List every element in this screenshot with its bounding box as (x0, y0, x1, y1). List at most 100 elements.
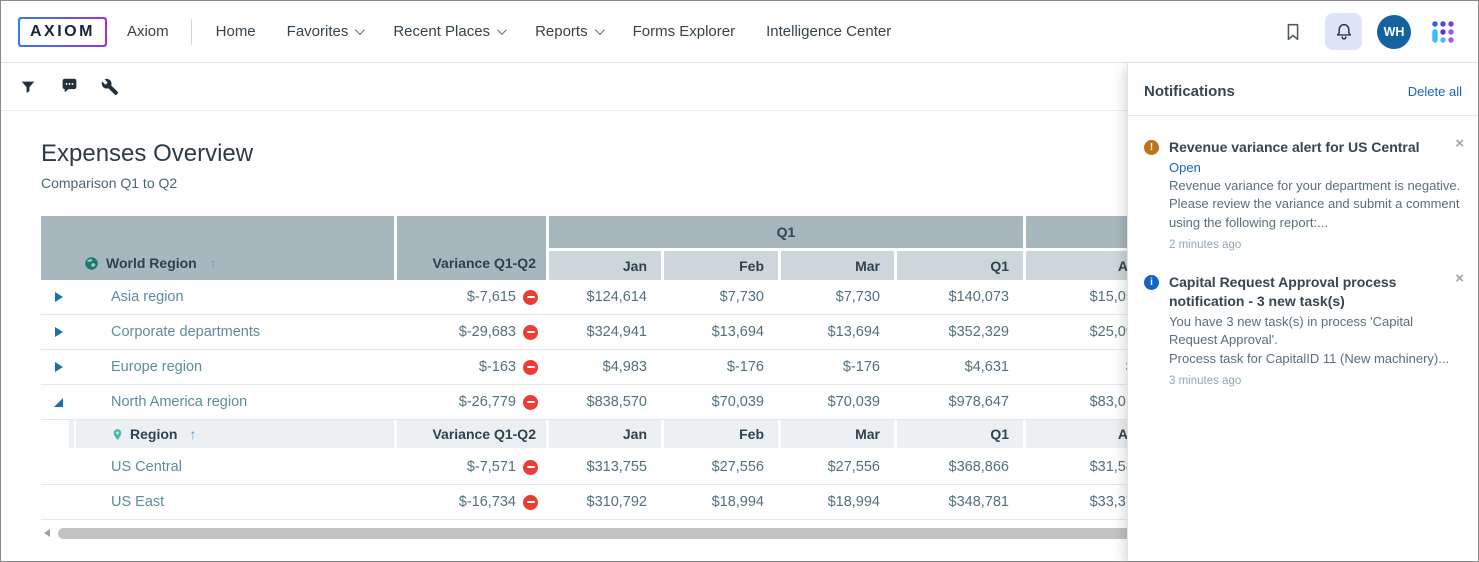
column-header-mar[interactable]: Mar (778, 420, 894, 450)
cell-q1: $4,631 (964, 359, 1009, 375)
notification-item[interactable]: ! Revenue variance alert for US Central … (1128, 116, 1478, 251)
notification-body: Revenue variance for your department is … (1169, 177, 1461, 230)
nested-table-header: Region ↑ Variance Q1-Q2 Jan Feb Mar Q1 A… (41, 420, 1156, 450)
table-row: Europe region $-163 $4,983 $-176 $-176 $… (41, 350, 1156, 385)
column-header-q1[interactable]: Q1 (894, 248, 1023, 280)
table-row: Asia region $-7,615 $124,614 $7,730 $7,7… (41, 280, 1156, 315)
region-link[interactable]: Europe region (111, 359, 203, 375)
table-header: World Region ↑ Variance Q1-Q2 Q1 Jan Feb… (41, 216, 1156, 280)
horizontal-scrollbar (41, 528, 1478, 539)
region-link[interactable]: North America region (111, 394, 248, 410)
cell-jan: $313,755 (586, 459, 647, 475)
nav-item-reports[interactable]: Reports (535, 23, 605, 40)
nav-item-recent-places[interactable]: Recent Places (393, 23, 507, 40)
notifications-title: Notifications (1144, 83, 1235, 100)
cell-feb: $7,730 (719, 289, 764, 305)
nav-item-favorites[interactable]: Favorites (287, 23, 366, 40)
sort-ascending-icon[interactable]: ↑ (189, 426, 197, 442)
variance-value: $-7,615 (466, 289, 516, 305)
axiom-logo[interactable]: AXIOM (18, 16, 107, 47)
cell-q1: $352,329 (948, 324, 1009, 340)
column-header-variance[interactable]: Variance Q1-Q2 (394, 216, 546, 280)
region-link[interactable]: Asia region (111, 289, 184, 305)
apps-grid-button[interactable] (1426, 15, 1460, 49)
bookmark-icon (1287, 23, 1299, 40)
nav-item-forms-explorer[interactable]: Forms Explorer (632, 23, 736, 40)
table-row: Corporate departments $-29,683 $324,941 … (41, 315, 1156, 350)
apps-grid-icon (1432, 20, 1454, 43)
notifications-button[interactable] (1325, 13, 1362, 50)
negative-variance-icon (523, 324, 538, 340)
group-header-q1: Q1 (546, 216, 1023, 248)
column-header-variance[interactable]: Variance Q1-Q2 (394, 420, 546, 450)
cell-q1: $348,781 (948, 494, 1009, 510)
bookmark-button[interactable] (1276, 15, 1310, 49)
region-link[interactable]: US East (111, 494, 165, 510)
report-toolbar (1, 63, 1478, 111)
notification-title: Revenue variance alert for US Central (1169, 139, 1420, 155)
settings-button[interactable] (92, 69, 128, 105)
comments-button[interactable] (51, 69, 87, 105)
cell-q1: $140,073 (948, 289, 1009, 305)
column-header-world-region[interactable]: World Region ↑ (41, 216, 394, 280)
column-header-feb[interactable]: Feb (661, 248, 778, 280)
collapse-row-button[interactable] (41, 385, 76, 419)
column-header-jan[interactable]: Jan (546, 420, 661, 450)
nav-right-controls: WH (1276, 13, 1460, 50)
cell-feb: $27,556 (711, 459, 764, 475)
top-nav: AXIOM Axiom Home Favorites Recent Places… (1, 1, 1478, 63)
negative-variance-icon (523, 289, 538, 305)
avatar[interactable]: WH (1377, 14, 1411, 49)
notification-item[interactable]: i Capital Request Approval process notif… (1128, 251, 1478, 387)
triangle-collapsed-icon (54, 362, 63, 372)
negative-variance-icon (523, 394, 538, 410)
table-row: US Central $-7,571 $313,755 $27,556 $27,… (41, 450, 1156, 485)
nav-item-intelligence-center[interactable]: Intelligence Center (766, 23, 892, 40)
cell-mar: $13,694 (827, 324, 880, 340)
triangle-expanded-icon (54, 397, 63, 407)
open-link[interactable]: Open (1169, 159, 1201, 175)
nav-divider (190, 18, 192, 45)
cell-jan: $838,570 (586, 394, 647, 410)
cell-mar: $27,556 (827, 459, 880, 475)
cell-jan: $124,614 (586, 289, 647, 305)
cell-mar: $-176 (842, 359, 880, 375)
column-header-feb[interactable]: Feb (661, 420, 778, 450)
column-header-jan[interactable]: Jan (546, 248, 661, 280)
table-row: US East $-16,734 $310,792 $18,994 $18,99… (41, 485, 1156, 520)
column-header-region[interactable]: Region ↑ (76, 420, 394, 450)
close-icon[interactable]: × (1455, 135, 1464, 152)
triangle-collapsed-icon (54, 327, 63, 337)
notification-timestamp: 2 minutes ago (1169, 239, 1242, 252)
main-nav: Home Favorites Recent Places Reports For… (216, 23, 892, 40)
warning-icon: ! (1144, 140, 1159, 155)
negative-variance-icon (523, 359, 538, 375)
notifications-header: Notifications Delete all (1128, 63, 1478, 116)
chevron-down-icon (497, 25, 507, 36)
expand-row-button[interactable] (41, 350, 76, 384)
cell-feb: $-176 (726, 359, 764, 375)
filter-button[interactable] (10, 69, 46, 105)
notification-timestamp: 3 minutes ago (1169, 375, 1242, 388)
column-header-q1[interactable]: Q1 (894, 420, 1023, 450)
region-link[interactable]: Corporate departments (111, 324, 261, 340)
cell-jan: $324,941 (586, 324, 647, 340)
scrollbar-thumb[interactable] (58, 528, 1473, 539)
wrench-icon (101, 78, 119, 95)
cell-mar: $7,730 (835, 289, 880, 305)
cell-feb: $70,039 (711, 394, 764, 410)
nav-item-home[interactable]: Home (215, 23, 256, 40)
delete-all-link[interactable]: Delete all (1407, 84, 1462, 99)
expand-row-button[interactable] (41, 315, 76, 349)
sort-ascending-icon[interactable]: ↑ (209, 255, 217, 271)
variance-value: $-16,734 (458, 494, 516, 510)
column-header-mar[interactable]: Mar (778, 248, 894, 280)
expand-row-button[interactable] (41, 280, 76, 314)
region-link[interactable]: US Central (111, 459, 182, 475)
row-spacer (41, 485, 76, 519)
filter-icon (21, 81, 35, 93)
close-icon[interactable]: × (1455, 270, 1464, 288)
scroll-left-arrow[interactable] (44, 529, 50, 537)
globe-icon (85, 256, 98, 270)
